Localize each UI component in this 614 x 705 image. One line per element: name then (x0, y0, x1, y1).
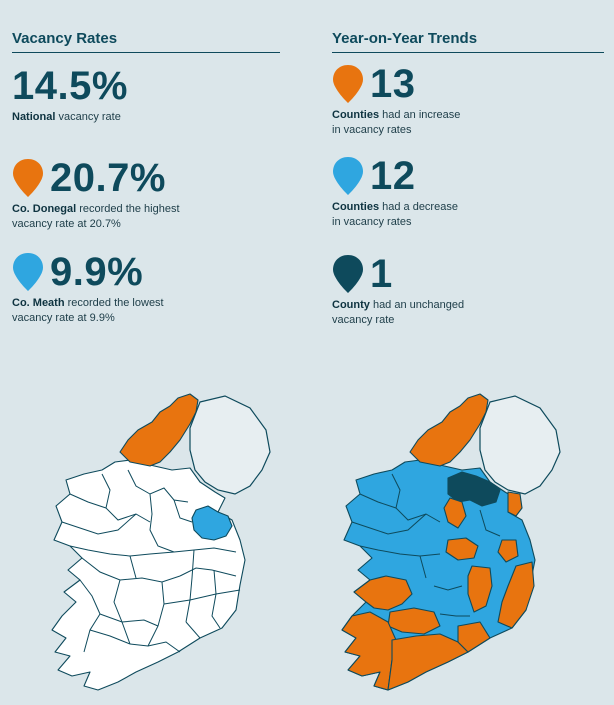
highest-rate-value: 20.7% (50, 156, 166, 200)
northern-ireland-region (189, 395, 271, 495)
map-pin-light-blue-icon (13, 253, 43, 291)
county-donegal (409, 393, 489, 467)
lowest-rate-stat: 9.9% Co. Meath recorded the lowest vacan… (12, 250, 164, 324)
decrease-stat: 12 Counties had a decrease in vacancy ra… (332, 154, 458, 228)
map-pin-light-blue-icon (333, 157, 363, 195)
unchanged-count: 1 (370, 252, 393, 296)
northern-ireland-region (479, 395, 561, 495)
year-on-year-heading: Year-on-Year Trends (332, 30, 604, 53)
county-donegal (119, 393, 199, 467)
county-waterford (457, 621, 491, 653)
national-label: National (12, 111, 56, 123)
county-kilkenny (467, 565, 493, 613)
map-pin-orange-icon (333, 65, 363, 103)
national-rate-value: 14.5% (12, 64, 128, 108)
vacancy-rate-map (51, 393, 271, 691)
county-longford (443, 497, 467, 529)
map-pin-orange-icon (13, 159, 43, 197)
highest-rate-stat: 20.7% Co. Donegal recorded the highest v… (12, 156, 180, 230)
highest-county-label: Co. Donegal (12, 203, 77, 215)
increase-count: 13 (370, 62, 416, 106)
lowest-rate-text: vacancy rate at 9.9% (12, 311, 115, 324)
decrease-count: 12 (370, 154, 416, 198)
year-on-year-trend-map (341, 393, 561, 691)
vacancy-rates-section: Vacancy Rates 14.5% National vacancy rat… (12, 30, 280, 324)
highest-rate-text: vacancy rate at 20.7% (12, 217, 121, 230)
county-borders (61, 469, 241, 653)
increase-stat: 13 Counties had an increase in vacancy r… (332, 62, 461, 136)
county-wexford (497, 561, 535, 629)
county-meath (191, 505, 233, 541)
vacancy-rates-heading: Vacancy Rates (12, 30, 280, 53)
map-pin-dark-teal-icon (333, 255, 363, 293)
lowest-rate-value: 9.9% (50, 250, 144, 294)
county-louth (507, 491, 523, 517)
county-kildare (497, 539, 519, 563)
national-text: vacancy rate (55, 111, 121, 123)
year-on-year-section: Year-on-Year Trends 13 Counties had an i… (332, 30, 604, 326)
national-rate-stat: 14.5% National vacancy rate (12, 66, 128, 125)
county-clare (353, 575, 413, 611)
county-cork (387, 633, 469, 691)
unchanged-stat: 1 County had an unchanged vacancy rate (332, 252, 465, 326)
county-kerry (341, 611, 397, 691)
lowest-county-label: Co. Meath (12, 297, 65, 309)
county-offaly (445, 537, 479, 561)
republic-of-ireland-outline (51, 459, 246, 691)
county-borders (351, 473, 501, 617)
